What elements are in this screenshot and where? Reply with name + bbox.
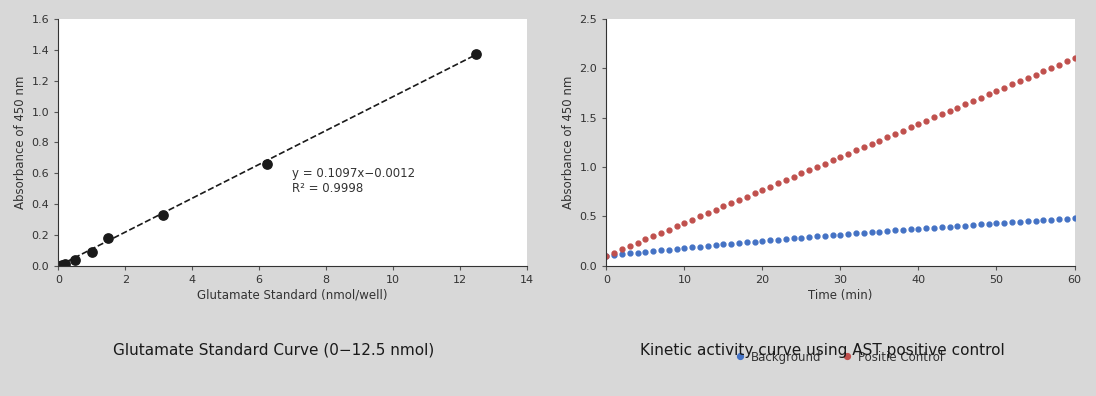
Positie Control: [600, 253, 613, 258]
Background: [1005, 220, 1018, 225]
Background: [600, 253, 613, 258]
Background: [764, 238, 777, 243]
Positie Control: [1005, 82, 1018, 87]
X-axis label: Time (min): Time (min): [808, 289, 872, 302]
Positie Control: [849, 148, 863, 153]
Y-axis label: Absorbance of 450 nm: Absorbance of 450 nm: [562, 76, 575, 209]
Background: [1068, 216, 1081, 221]
Positie Control: [881, 135, 894, 140]
Background: [881, 228, 894, 233]
Text: Glutamate Standard Curve (0−12.5 nmol): Glutamate Standard Curve (0−12.5 nmol): [113, 343, 435, 358]
Positie Control: [709, 208, 722, 212]
Y-axis label: Absorbance of 450 nm: Absorbance of 450 nm: [14, 76, 27, 209]
Positie Control: [764, 184, 777, 189]
Text: y = 0.1097x−0.0012
R² = 0.9998: y = 0.1097x−0.0012 R² = 0.9998: [293, 167, 415, 195]
Line: Positie Control: Positie Control: [604, 56, 1077, 258]
Line: Background: Background: [604, 216, 1077, 258]
Background: [709, 243, 722, 248]
Point: [468, 51, 486, 58]
Background: [849, 231, 863, 236]
Positie Control: [1068, 56, 1081, 61]
Point: [56, 261, 73, 267]
X-axis label: Glutamate Standard (nmol/well): Glutamate Standard (nmol/well): [197, 289, 388, 302]
Point: [259, 161, 276, 167]
Point: [83, 249, 101, 255]
Background: [694, 244, 707, 249]
Point: [49, 263, 67, 269]
Point: [100, 235, 117, 241]
Point: [155, 212, 172, 218]
Point: [66, 257, 83, 263]
Legend: Background, Positie Control: Background, Positie Control: [738, 350, 943, 364]
Positie Control: [694, 214, 707, 219]
Point: [53, 261, 70, 268]
Text: Kinetic activity curve using AST positive control: Kinetic activity curve using AST positiv…: [640, 343, 1004, 358]
